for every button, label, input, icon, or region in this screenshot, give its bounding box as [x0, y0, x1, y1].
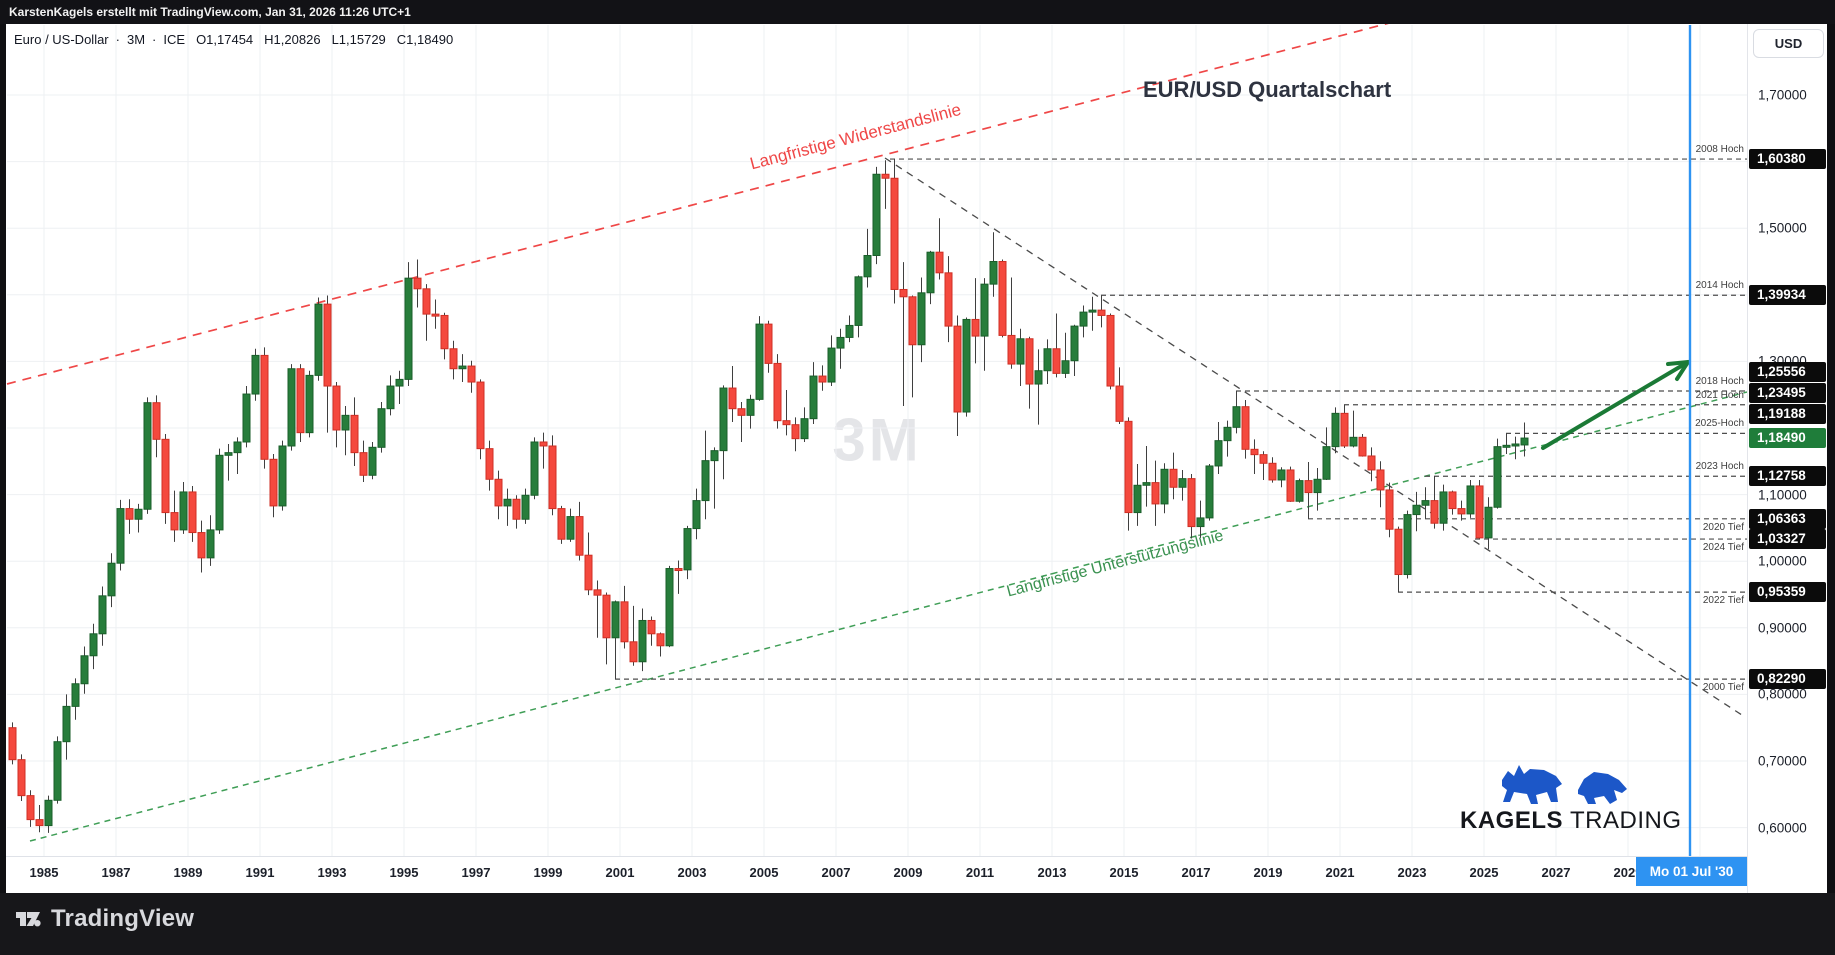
attribution-bar: KarstenKagels erstellt mit TradingView.c… — [0, 0, 1835, 24]
level-label: 2014 Hoch — [1695, 280, 1744, 292]
price-level-badge: 1,03327 — [1749, 529, 1826, 550]
x-axis-year-label: 2029 — [1613, 865, 1643, 880]
time-axis[interactable]: 1985 1987 1989 1991 1993 1995 1997 1999 2001 2003… — [6, 856, 1827, 893]
level-label: 2023 Hoch — [1695, 461, 1744, 473]
level-label: 2020 Tief — [1702, 521, 1744, 533]
level-label: 2018 Hoch — [1695, 375, 1744, 387]
x-axis-year-label: 2027 — [1541, 865, 1571, 880]
kagels-logo-text-regular: TRADING — [1570, 807, 1682, 834]
x-axis-year-label: 2025 — [1469, 865, 1499, 880]
price-axis-label: 0,70000 — [1758, 753, 1807, 769]
price-level-badge: 1,25556 — [1749, 361, 1826, 382]
x-axis-year-label: 2019 — [1253, 865, 1283, 880]
legend-separator: · — [115, 32, 120, 47]
price-level-badge: 1,60380 — [1749, 149, 1826, 170]
level-label: 2024 Tief — [1702, 542, 1744, 554]
chart-title: EUR/USD Quartalschart — [1143, 77, 1392, 102]
kagels-logo-text-bold: KAGELS — [1460, 807, 1564, 834]
price-level-badge: 1,23495 — [1749, 382, 1826, 403]
x-axis-year-label: 1989 — [173, 865, 203, 880]
x-axis-year-label: 1991 — [245, 865, 275, 880]
price-axis-label: 1,10000 — [1758, 487, 1807, 503]
x-axis-year-label: 2023 — [1397, 865, 1427, 880]
attribution-text: KarstenKagels erstellt mit TradingView.c… — [9, 5, 411, 19]
level-label: 2000 Tief — [1702, 682, 1744, 694]
price-level-badge: 0,95359 — [1749, 582, 1826, 603]
interval-watermark: 3M — [832, 406, 922, 474]
level-label: 2021 Hoch — [1695, 389, 1744, 401]
x-axis-year-label: 2007 — [821, 865, 851, 880]
bear-icon — [1578, 772, 1627, 804]
x-axis-year-label: 1997 — [461, 865, 491, 880]
x-axis-year-label: 2011 — [965, 865, 995, 880]
price-axis-label: 0,90000 — [1758, 620, 1807, 636]
x-axis-year-label: 1987 — [101, 865, 131, 880]
symbol-legend[interactable]: Euro / US-Dollar · 3M · ICE O1,17454 H1,… — [14, 32, 453, 47]
tradingview-logo[interactable]: TradingView — [14, 905, 194, 933]
open-value: O1,17454 — [196, 32, 254, 47]
price-level-badge: 1,19188 — [1749, 404, 1826, 425]
x-axis-year-label: 1985 — [29, 865, 59, 880]
price-axis-label: 0,80000 — [1758, 686, 1807, 702]
level-label: 2022 Tief — [1702, 595, 1744, 607]
x-axis-year-label: 2003 — [677, 865, 707, 880]
price-axis-label: 1,50000 — [1758, 220, 1807, 236]
x-axis-year-label: 1993 — [317, 865, 347, 880]
x-axis-year-label: 2021 — [1325, 865, 1355, 880]
x-axis-year-label: 2017 — [1181, 865, 1211, 880]
kagels-trading-logo: KAGELS TRADING — [1460, 762, 1681, 835]
exchange-label: ICE — [163, 32, 186, 47]
legend-separator: · — [152, 32, 157, 47]
tradingview-footer-bar: TradingView — [0, 893, 1835, 955]
interval-label[interactable]: 3M — [126, 32, 146, 47]
x-axis-year-label: 2005 — [749, 865, 779, 880]
price-level-badge: 0,82290 — [1749, 669, 1826, 690]
symbol-name[interactable]: Euro / US-Dollar — [14, 32, 109, 47]
x-axis-year-label: 2013 — [1037, 865, 1067, 880]
x-axis-year-label: 1995 — [389, 865, 419, 880]
x-axis-year-label: 2009 — [893, 865, 923, 880]
close-value: C1,18490 — [396, 32, 454, 47]
tradingview-mark-icon — [16, 912, 41, 927]
future-date-badge: Mo 01 Jul '30 — [1636, 857, 1747, 886]
high-value: H1,20826 — [264, 32, 321, 47]
x-axis-year-label: 1999 — [533, 865, 563, 880]
price-axis-label: 1,70000 — [1758, 87, 1807, 103]
level-label: 2025-Hoch — [1695, 418, 1744, 430]
tradingview-logo-text: TradingView — [51, 905, 195, 932]
price-axis-label: 1,00000 — [1758, 553, 1807, 569]
x-axis-year-label: 2001 — [605, 865, 635, 880]
price-level-badge: 1,06363 — [1749, 508, 1826, 529]
bull-icon — [1502, 765, 1562, 804]
price-level-badge: 1,39934 — [1749, 285, 1826, 306]
currency-toggle-button[interactable]: USD — [1753, 29, 1824, 58]
price-level-badge: 1,12758 — [1749, 466, 1826, 487]
x-axis-year-label: 2015 — [1109, 865, 1139, 880]
price-axis-label: 0,60000 — [1758, 820, 1807, 836]
price-axis[interactable]: USD 1,700001,500001,300001,100001,000000… — [1747, 24, 1827, 893]
last-price-badge: 1,18490 — [1749, 428, 1826, 449]
level-label: 2008 Hoch — [1695, 144, 1744, 156]
low-value: L1,15729 — [331, 32, 386, 47]
